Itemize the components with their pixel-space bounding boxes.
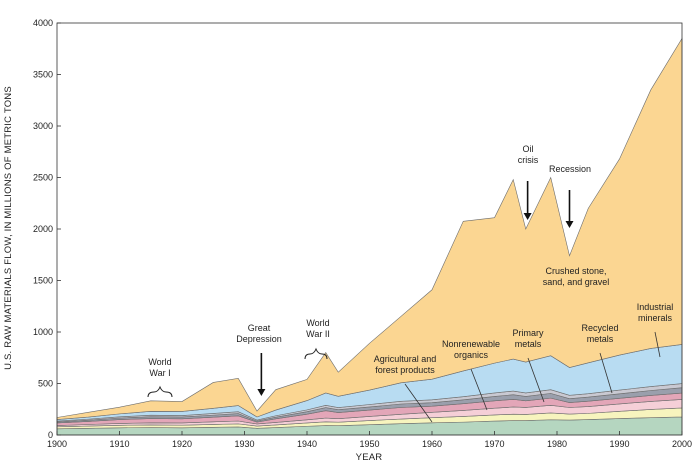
y-tick-label: 3000 [33, 121, 53, 131]
x-tick-label: 1990 [609, 439, 629, 449]
x-tick-label: 1940 [297, 439, 317, 449]
brace-world-war-i [147, 385, 173, 398]
annotation-great-depression: Great [248, 323, 271, 333]
x-axis-title: YEAR [356, 452, 383, 463]
y-axis-title: U.S. RAW MATERIALS FLOW, IN MILLIONS OF … [3, 86, 14, 370]
leader-recycled-metals [599, 352, 613, 394]
annotation-agricultural-and-forest-products: Agricultural and [374, 354, 437, 364]
arrow-recession-head [565, 221, 574, 228]
x-tick-label: 1920 [172, 439, 192, 449]
y-tick-label: 2000 [33, 224, 53, 234]
annotation-recycled-metals: Recycled [581, 323, 618, 333]
y-tick-label: 3500 [33, 70, 53, 80]
annotation-oil-crisis: Oil [523, 144, 534, 154]
leader-nonrenewable-organics [470, 368, 488, 411]
annotation-crushed-stone-sand-and-gravel: sand, and gravel [543, 277, 610, 287]
x-tick-label: 1950 [359, 439, 379, 449]
y-tick-label: 4000 [33, 18, 53, 28]
annotation-world-war-i: War I [149, 368, 170, 378]
annotation-world-war-i: World [148, 357, 171, 367]
brace-world-war-ii [304, 347, 328, 360]
annotation-industrial-minerals: minerals [638, 313, 673, 323]
annotation-nonrenewable-organics: Nonrenewable [442, 339, 500, 349]
annotation-primary-metals: Primary [513, 328, 544, 338]
axes: 0 500 1000 1500 2000 2500 3000 3500 4000 1900 1910… [33, 18, 692, 449]
annotation-world-war-ii: War II [306, 329, 330, 339]
annotation-agricultural-and-forest-products: forest products [375, 365, 435, 375]
annotation-industrial-minerals: Industrial [637, 302, 674, 312]
leader-industrial-minerals [654, 331, 661, 358]
x-tick-label: 1900 [47, 439, 67, 449]
leader-agricultural-forest [404, 383, 433, 423]
x-tick-label: 1960 [422, 439, 442, 449]
arrow-oil-crisis-head [523, 213, 532, 220]
annotation-recession: Recession [549, 164, 591, 174]
x-tick-label: 1930 [234, 439, 254, 449]
annotation-nonrenewable-organics: organics [454, 350, 489, 360]
y-tick-label: 0 [48, 430, 53, 440]
leader-primary-metals [527, 357, 545, 403]
annotation-recycled-metals: metals [587, 334, 614, 344]
y-tick-label: 1000 [33, 327, 53, 337]
x-tick-label: 1970 [484, 439, 504, 449]
arrow-great-depression-head [257, 389, 266, 396]
annotation-crushed-stone-sand-and-gravel: Crushed stone, [545, 266, 606, 276]
x-tick-label: 2000 [672, 439, 692, 449]
x-tick-label: 1910 [109, 439, 129, 449]
annotation-primary-metals: metals [515, 339, 542, 349]
y-tick-label: 500 [38, 379, 53, 389]
y-tick-label: 2500 [33, 173, 53, 183]
x-tick-label: 1980 [547, 439, 567, 449]
annotation-oil-crisis: crisis [518, 155, 539, 165]
annotation-great-depression: Depression [236, 334, 282, 344]
y-tick-label: 1500 [33, 276, 53, 286]
annotation-world-war-ii: World [306, 318, 329, 328]
